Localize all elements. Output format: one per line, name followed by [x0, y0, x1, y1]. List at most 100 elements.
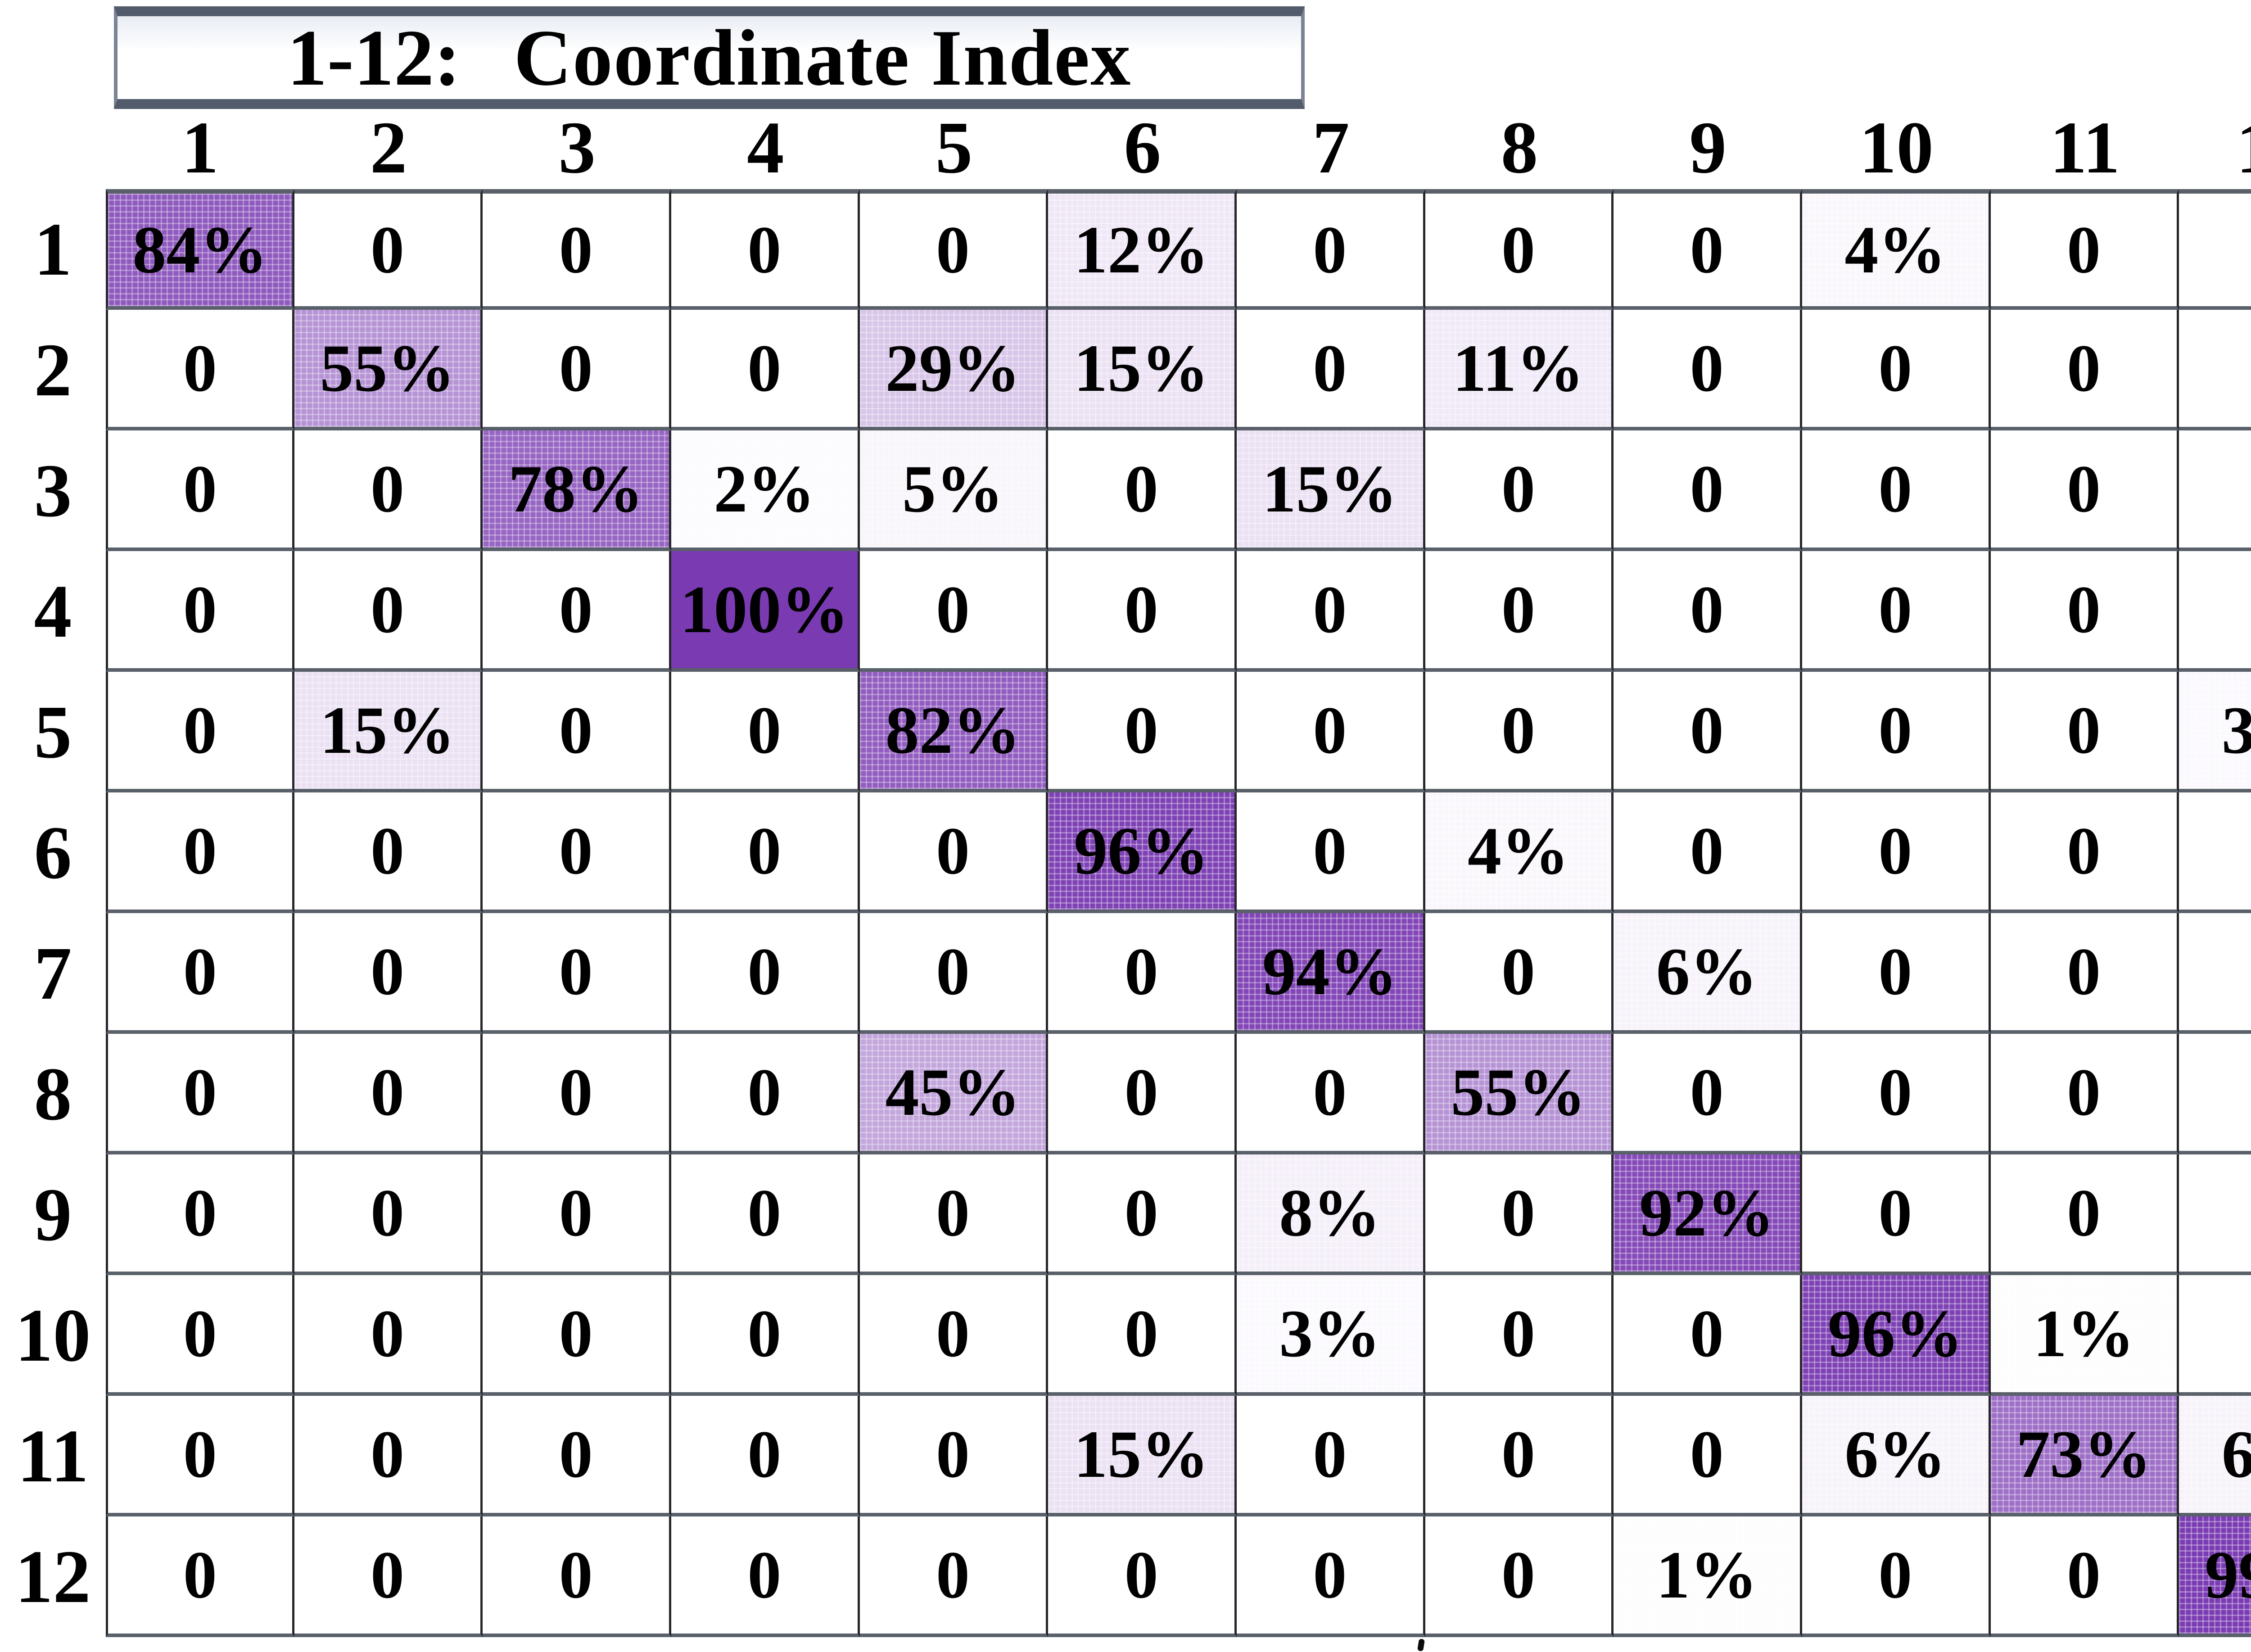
matrix-cell-r9-c9: 92% — [1614, 1154, 1802, 1275]
matrix-cell-r8-c5: 45% — [859, 1034, 1049, 1154]
matrix-cell-r9-c8: 0 — [1425, 1154, 1614, 1275]
matrix-cell-r3-c9: 0 — [1614, 430, 1802, 551]
matrix-cell-r1-c12: 0 — [2179, 189, 2251, 310]
matrix-cell-r11-c3: 0 — [483, 1396, 671, 1516]
matrix-cell-r4-c7: 0 — [1236, 551, 1425, 672]
matrix-cell-r12-c11: 0 — [1990, 1516, 2179, 1637]
column-header-9: 9 — [1689, 106, 1727, 189]
matrix-cell-r5-c8: 0 — [1425, 672, 1614, 792]
matrix-cell-r10-c8: 0 — [1425, 1275, 1614, 1396]
matrix-cell-r11-c9: 0 — [1614, 1396, 1802, 1516]
matrix-cell-r7-c10: 0 — [1802, 913, 1991, 1034]
matrix-cell-r11-c12: 6% — [2179, 1396, 2251, 1516]
title-box: 1-12: Coordinate Index — [114, 6, 1305, 109]
matrix-cell-r8-c10: 0 — [1802, 1034, 1991, 1154]
matrix-cell-r7-c1: 0 — [106, 913, 294, 1034]
matrix-cell-r8-c6: 0 — [1048, 1034, 1237, 1154]
matrix-cell-r3-c11: 0 — [1990, 430, 2179, 551]
column-header-5: 5 — [935, 106, 973, 189]
matrix-cell-r1-c10: 4% — [1802, 189, 1991, 310]
matrix-cell-r2-c1: 0 — [106, 310, 294, 430]
matrix-cell-r5-c6: 0 — [1048, 672, 1237, 792]
matrix-cell-r5-c3: 0 — [483, 672, 671, 792]
matrix-cell-r10-c10: 96% — [1802, 1275, 1991, 1396]
matrix-cell-r7-c2: 0 — [294, 913, 483, 1034]
matrix-cell-r11-c10: 6% — [1802, 1396, 1991, 1516]
matrix-cell-r5-c2: 15% — [294, 672, 483, 792]
matrix-cell-r10-c4: 0 — [671, 1275, 860, 1396]
matrix-cell-r2-c4: 0 — [671, 310, 860, 430]
matrix-cell-r12-c6: 0 — [1048, 1516, 1237, 1637]
row-header-2: 2 — [34, 328, 72, 412]
matrix-cell-r12-c9: 1% — [1614, 1516, 1802, 1637]
matrix-cell-r3-c2: 0 — [294, 430, 483, 551]
matrix-cell-r1-c4: 0 — [671, 189, 860, 310]
matrix-cell-r1-c11: 0 — [1990, 189, 2179, 310]
matrix-cell-r2-c5: 29% — [859, 310, 1049, 430]
matrix-cell-r11-c8: 0 — [1425, 1396, 1614, 1516]
matrix-cell-r2-c2: 55% — [294, 310, 483, 430]
matrix-cell-r5-c5: 82% — [859, 672, 1049, 792]
matrix-cell-r11-c7: 0 — [1236, 1396, 1425, 1516]
matrix-cell-r11-c5: 0 — [859, 1396, 1049, 1516]
matrix-cell-r9-c4: 0 — [671, 1154, 860, 1275]
matrix-cell-r2-c10: 0 — [1802, 310, 1991, 430]
matrix-cell-r8-c1: 0 — [106, 1034, 294, 1154]
matrix-cell-r12-c5: 0 — [859, 1516, 1049, 1637]
matrix-cell-r8-c8: 55% — [1425, 1034, 1614, 1154]
row-header-9: 9 — [34, 1173, 72, 1257]
matrix-cell-r4-c8: 0 — [1425, 551, 1614, 672]
matrix-cell-r5-c11: 0 — [1990, 672, 2179, 792]
matrix-cell-r11-c4: 0 — [671, 1396, 860, 1516]
matrix-cell-r1-c3: 0 — [483, 189, 671, 310]
row-header-3: 3 — [34, 449, 72, 533]
matrix-cell-r6-c4: 0 — [671, 792, 860, 913]
matrix-cell-r4-c3: 0 — [483, 551, 671, 672]
matrix-cell-r8-c4: 0 — [671, 1034, 860, 1154]
matrix-cell-r7-c11: 0 — [1990, 913, 2179, 1034]
matrix-cell-r5-c4: 0 — [671, 672, 860, 792]
matrix-cell-r8-c7: 0 — [1236, 1034, 1425, 1154]
matrix-cell-r12-c1: 0 — [106, 1516, 294, 1637]
row-header-7: 7 — [34, 932, 72, 1015]
matrix-cell-r6-c9: 0 — [1614, 792, 1802, 913]
matrix-cell-r1-c6: 12% — [1048, 189, 1237, 310]
matrix-cell-r10-c1: 0 — [106, 1275, 294, 1396]
matrix-cell-r12-c10: 0 — [1802, 1516, 1991, 1637]
matrix-cell-r4-c12: 0 — [2179, 551, 2251, 672]
matrix-cell-r3-c5: 5% — [859, 430, 1049, 551]
matrix-cell-r8-c11: 0 — [1990, 1034, 2179, 1154]
matrix-cell-r8-c2: 0 — [294, 1034, 483, 1154]
matrix-cell-r6-c8: 4% — [1425, 792, 1614, 913]
matrix-cell-r7-c9: 6% — [1614, 913, 1802, 1034]
column-header-11: 11 — [2050, 106, 2120, 189]
matrix-cell-r2-c6: 15% — [1048, 310, 1237, 430]
matrix-cell-r1-c5: 0 — [859, 189, 1049, 310]
matrix-cell-r1-c7: 0 — [1236, 189, 1425, 310]
matrix-cell-r4-c4: 100% — [671, 551, 860, 672]
matrix-cell-r2-c7: 0 — [1236, 310, 1425, 430]
matrix-cell-r5-c12: 3% — [2179, 672, 2251, 792]
matrix-cell-r4-c9: 0 — [1614, 551, 1802, 672]
matrix-cell-r2-c9: 0 — [1614, 310, 1802, 430]
column-header-10: 10 — [1859, 106, 1934, 189]
row-header-11: 11 — [17, 1414, 89, 1498]
matrix-cell-r9-c11: 0 — [1990, 1154, 2179, 1275]
matrix-cell-r3-c12: 0 — [2179, 430, 2251, 551]
matrix-cell-r3-c7: 15% — [1236, 430, 1425, 551]
matrix-cell-r3-c3: 78% — [483, 430, 671, 551]
matrix-cell-r6-c5: 0 — [859, 792, 1049, 913]
matrix-cell-r4-c2: 0 — [294, 551, 483, 672]
column-header-6: 6 — [1124, 106, 1161, 189]
matrix-cell-r5-c10: 0 — [1802, 672, 1991, 792]
matrix-cell-r12-c8: 0 — [1425, 1516, 1614, 1637]
matrix-cell-r4-c10: 0 — [1802, 551, 1991, 672]
matrix-cell-r9-c3: 0 — [483, 1154, 671, 1275]
matrix-cell-r6-c10: 0 — [1802, 792, 1991, 913]
matrix-cell-r6-c2: 0 — [294, 792, 483, 913]
matrix-cell-r12-c2: 0 — [294, 1516, 483, 1637]
matrix-cell-r9-c12: 0 — [2179, 1154, 2251, 1275]
matrix-cell-r9-c2: 0 — [294, 1154, 483, 1275]
matrix-cell-r3-c1: 0 — [106, 430, 294, 551]
matrix-cell-r3-c6: 0 — [1048, 430, 1237, 551]
